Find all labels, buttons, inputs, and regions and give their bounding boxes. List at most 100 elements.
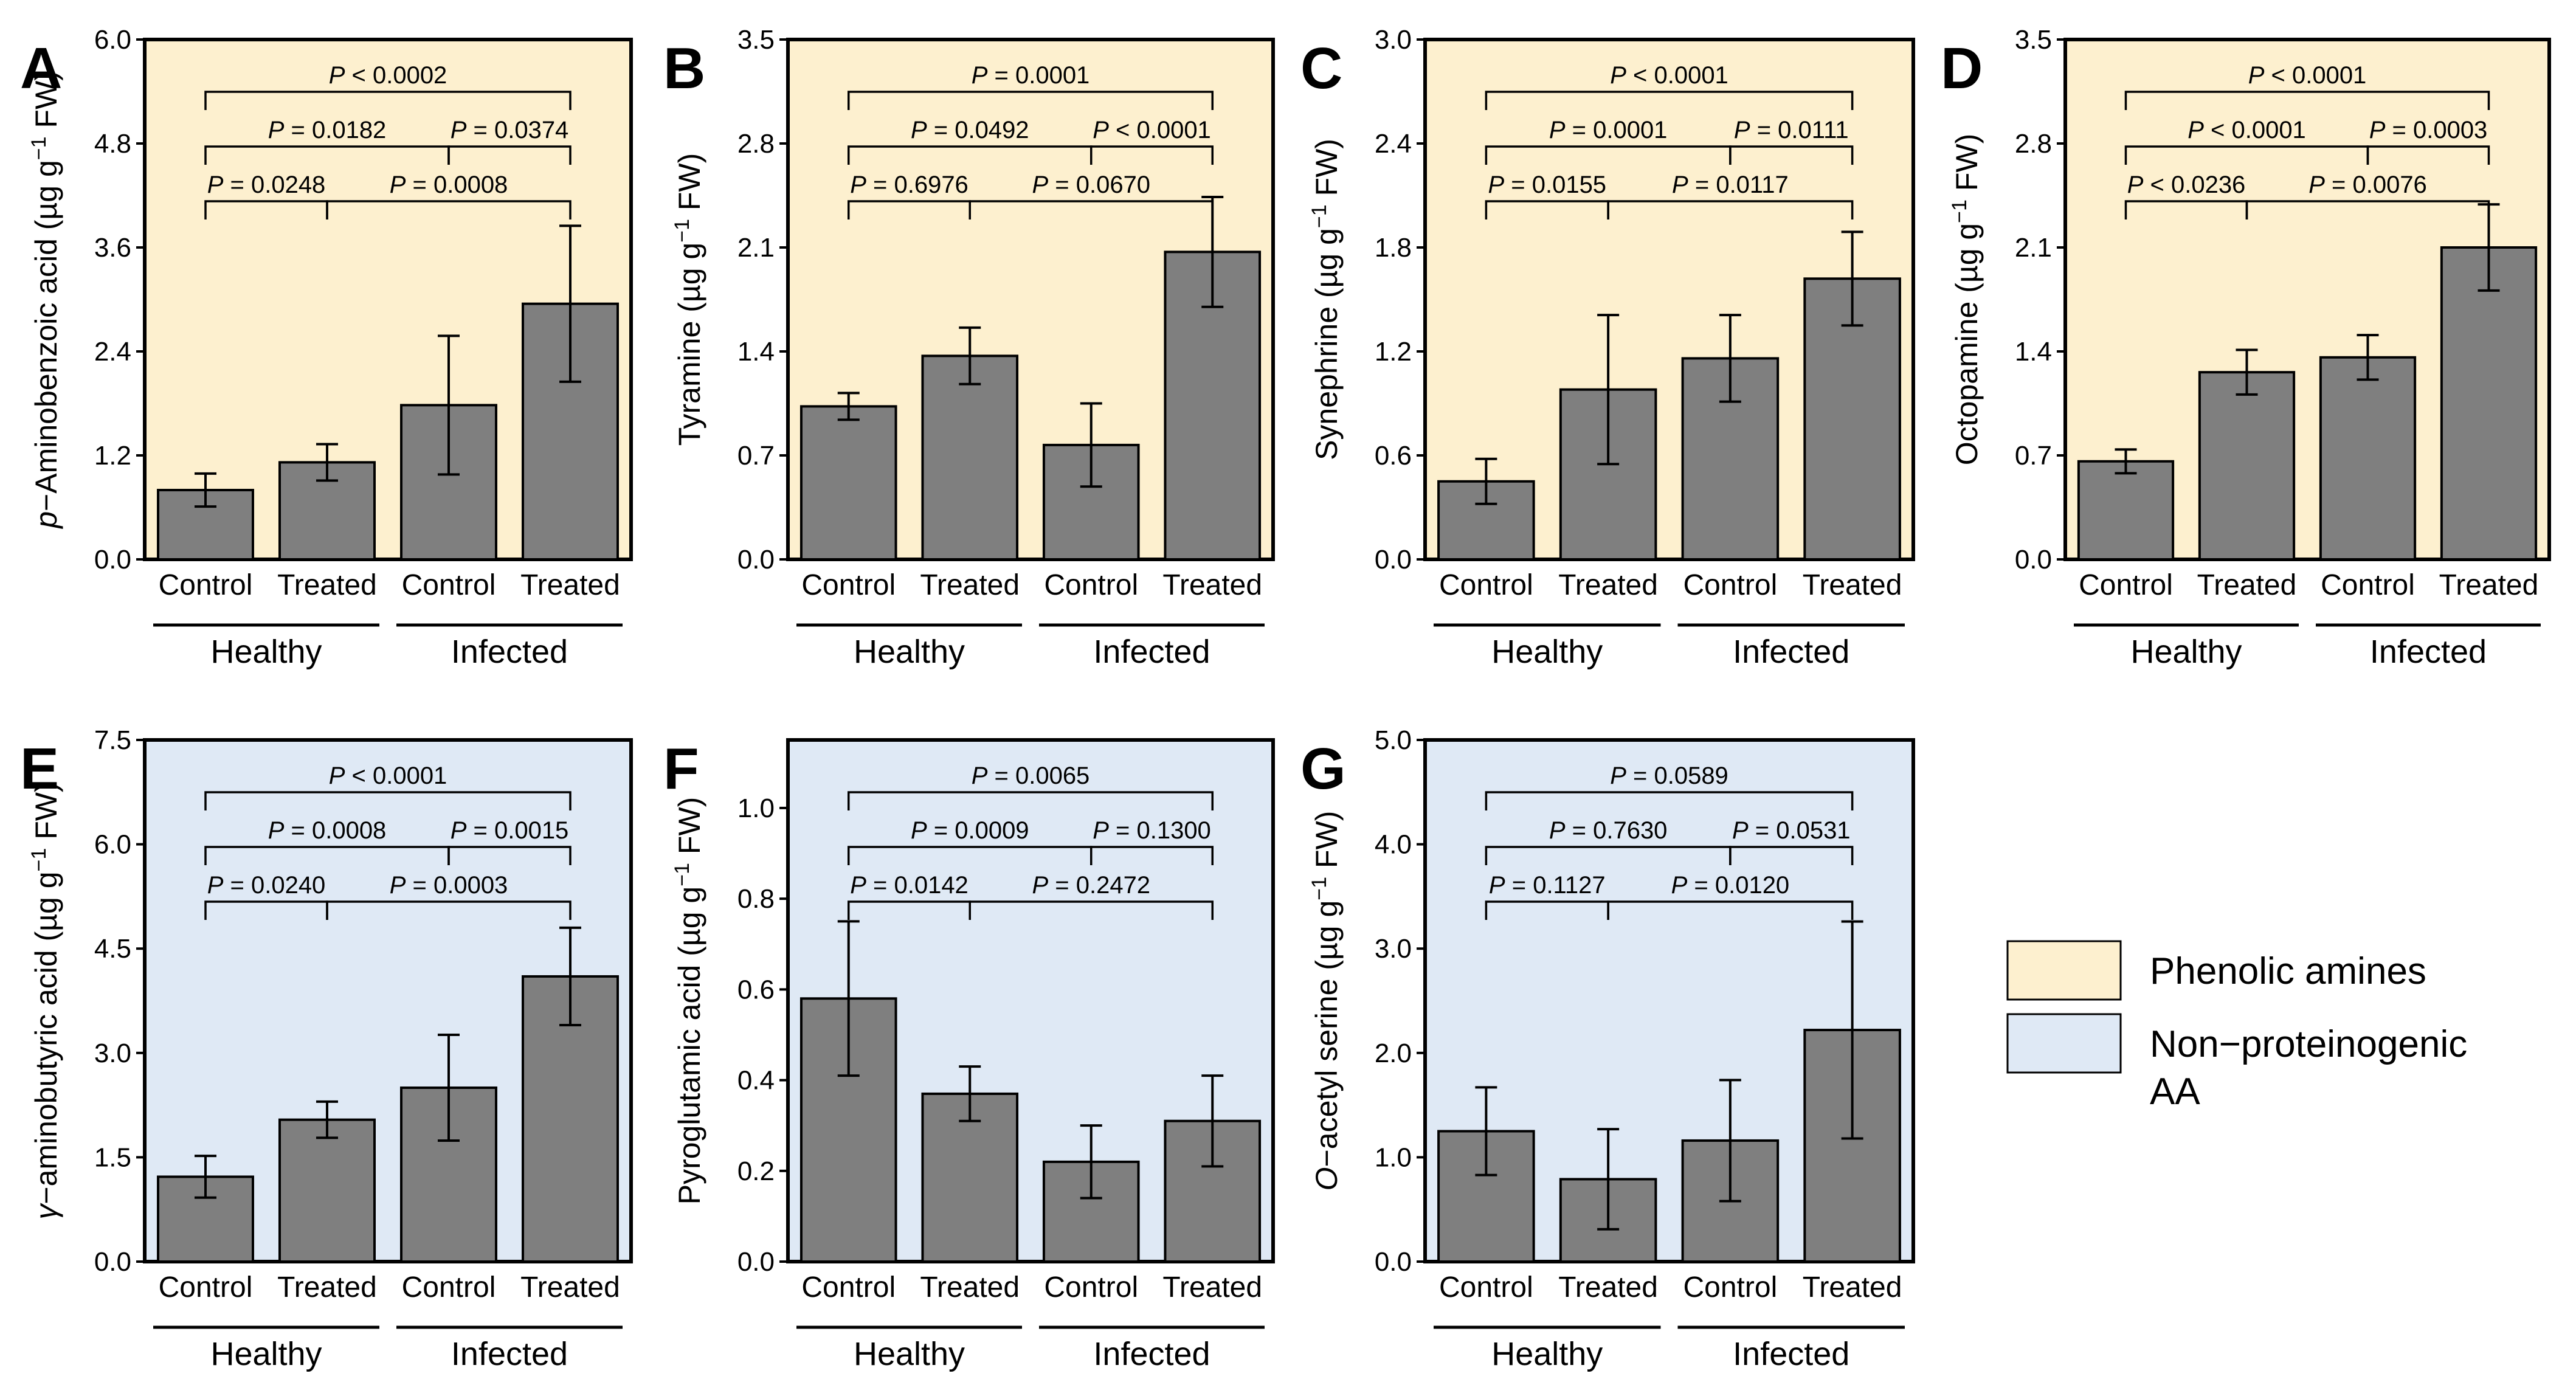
group-label: Healthy xyxy=(2130,634,2242,670)
p-value-label: P = 0.0142 xyxy=(850,872,969,899)
y-axis-label-superscript: −1 xyxy=(1308,877,1331,900)
y-tick-label: 0.7 xyxy=(737,441,775,471)
significance-bracket xyxy=(326,900,571,920)
p-value-text: = 0.0076 xyxy=(2325,171,2427,198)
p-value-label: P = 0.0248 xyxy=(207,171,326,198)
panel-letter: D xyxy=(1941,36,1983,101)
p-value-bg xyxy=(1544,817,1673,844)
y-axis-label-unit: FW) xyxy=(672,153,706,219)
y-tick-label: 0.0 xyxy=(737,1247,775,1277)
panel-b: B 0.0 0.7 1.4 2.1 2.8 3.5 Tyramine (µg g−1 FW) C… xyxy=(663,25,1275,670)
p-value-symbol: P xyxy=(1734,117,1750,143)
p-value-label: P = 0.0065 xyxy=(972,762,1090,789)
p-value-bg xyxy=(1483,872,1611,899)
y-tick-label: 1.4 xyxy=(737,337,775,367)
y-tick-label: 3.5 xyxy=(2015,25,2052,55)
y-tick-label: 7.5 xyxy=(94,725,131,755)
panel-letter: C xyxy=(1300,36,1342,101)
y-tick-label: 2.4 xyxy=(94,337,131,367)
y-tick-label: 3.6 xyxy=(94,233,131,263)
p-value-symbol: P xyxy=(2188,117,2204,143)
p-value-symbol: P xyxy=(207,171,224,198)
p-value-symbol: P xyxy=(329,62,345,89)
p-value-bg xyxy=(263,817,392,844)
p-value-label: P = 0.0008 xyxy=(268,817,387,844)
p-value-label: P = 0.0111 xyxy=(1734,117,1849,143)
significance-bracket xyxy=(969,900,1214,920)
category-label: Treated xyxy=(277,1271,377,1304)
p-value-text: < 0.0001 xyxy=(2264,62,2366,89)
p-value-text: = 0.0008 xyxy=(284,817,386,844)
category-label: Treated xyxy=(520,569,620,601)
p-value-symbol: P xyxy=(1093,117,1109,143)
y-axis-label-prefix: O xyxy=(1310,1167,1344,1190)
significance-bracket xyxy=(1607,900,1854,920)
p-value-bg xyxy=(202,171,331,198)
p-value-text: = 0.0670 xyxy=(1048,171,1150,198)
p-value-symbol: P xyxy=(911,817,927,844)
y-tick-label: 1.8 xyxy=(1375,233,1412,263)
p-value-symbol: P xyxy=(2369,117,2386,143)
category-label: Treated xyxy=(277,569,377,601)
p-value-symbol: P xyxy=(1610,762,1626,789)
panel-c: C 0.0 0.6 1.2 1.8 2.4 3.0 Synephrine (µg g−1 FW… xyxy=(1300,25,1915,670)
significance-bracket xyxy=(1729,846,1854,865)
significance-bracket xyxy=(447,145,571,165)
significance-bracket xyxy=(1090,145,1214,165)
p-value-bg xyxy=(905,117,1034,143)
y-tick-label: 1.2 xyxy=(1375,337,1412,367)
category-label: Treated xyxy=(2197,569,2297,601)
bar xyxy=(2198,371,2296,561)
p-value-bg xyxy=(1728,117,1854,143)
p-value-bg xyxy=(323,62,452,89)
p-value-symbol: P xyxy=(268,117,285,143)
y-tick-label: 0.0 xyxy=(1375,1247,1412,1277)
p-value-text: = 0.0111 xyxy=(1750,117,1849,143)
p-value-label: P = 0.0015 xyxy=(451,817,569,844)
legend-swatch-phenolic xyxy=(2006,940,2122,1001)
y-tick-label: 4.8 xyxy=(94,129,131,159)
y-axis-label-unit: FW) xyxy=(29,71,63,136)
y-axis-label-superscript: −1 xyxy=(671,863,694,886)
p-value-label: P = 0.0492 xyxy=(911,117,1029,143)
y-axis-label: γ−aminobutyric acid (µg g−1 FW) xyxy=(27,782,63,1219)
p-value-label: P < 0.0002 xyxy=(329,62,447,89)
category-label: Treated xyxy=(1558,569,1658,601)
p-value-text: = 0.0155 xyxy=(1504,171,1606,198)
p-value-symbol: P xyxy=(1671,872,1688,899)
category-label: Control xyxy=(1439,569,1533,601)
p-value-text: = 0.0240 xyxy=(223,872,325,899)
p-value-label: P < 0.0001 xyxy=(2248,62,2367,89)
y-tick-label: 0.0 xyxy=(94,1247,131,1277)
y-axis-label-superscript: −1 xyxy=(1308,204,1331,228)
y-axis-label-superscript: −1 xyxy=(671,219,694,243)
p-value-symbol: P xyxy=(972,62,988,89)
y-axis-label-text: Tyramine (µg g xyxy=(672,243,706,446)
panels: A 0.0 1.2 2.4 3.6 4.8 6.0 p−Aminobenzoic acid (… xyxy=(20,25,2551,1372)
p-value-bg xyxy=(845,171,973,198)
p-value-bg xyxy=(1088,817,1216,844)
bar xyxy=(921,354,1019,561)
y-axis-label-unit: FW) xyxy=(1950,134,1984,199)
category-label: Control xyxy=(801,1271,896,1304)
p-value-symbol: P xyxy=(1093,817,1109,844)
y-tick-label: 3.0 xyxy=(1375,25,1412,55)
y-tick-label: 0.0 xyxy=(2015,545,2052,575)
significance-bracket xyxy=(848,91,1214,110)
p-value-bg xyxy=(966,62,1095,89)
p-value-text: < 0.0001 xyxy=(1109,117,1211,143)
p-value-bg xyxy=(323,762,452,789)
p-value-text: < 0.0001 xyxy=(345,762,447,789)
panel-letter: F xyxy=(663,736,699,801)
y-axis-label-text: −aminobutyric acid (µg g xyxy=(29,871,63,1204)
p-value-bg xyxy=(1483,171,1612,198)
p-value-bg xyxy=(845,872,973,899)
p-value-label: P = 0.0670 xyxy=(1032,171,1150,198)
p-value-text: = 0.0142 xyxy=(866,872,969,899)
bar xyxy=(1042,1160,1140,1263)
y-axis-label-text: Pyroglutamic acid (µg g xyxy=(672,886,706,1204)
category-label: Control xyxy=(1044,569,1138,601)
p-value-symbol: P xyxy=(451,117,467,143)
p-value-symbol: P xyxy=(850,171,866,198)
category-label: Control xyxy=(402,569,496,601)
